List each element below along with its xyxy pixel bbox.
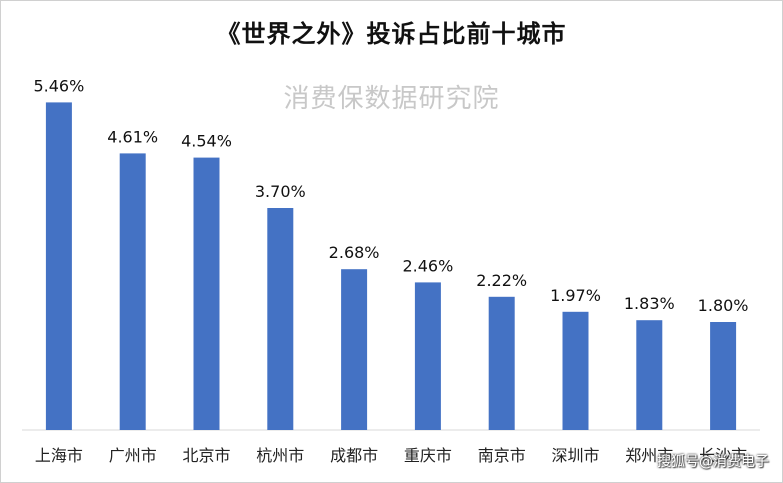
value-label-5: 2.68% xyxy=(329,243,380,262)
bar-9 xyxy=(636,320,663,430)
bar-5 xyxy=(341,269,368,430)
category-label-7: 南京市 xyxy=(478,446,526,465)
value-labels-group: 5.46% 4.61% 4.54% 3.70% 2.68% 2.46% 2.22% 1.97%… xyxy=(33,76,748,315)
value-label-6: 2.46% xyxy=(402,256,453,275)
category-label-8: 深圳市 xyxy=(551,446,599,465)
category-label-4: 杭州市 xyxy=(256,446,304,465)
category-label-9: 郑州市 xyxy=(625,446,673,465)
bars-group xyxy=(45,102,737,431)
bar-10 xyxy=(710,322,737,430)
category-label-6: 重庆市 xyxy=(404,446,452,465)
value-label-2: 4.61% xyxy=(107,127,158,146)
value-label-9: 1.83% xyxy=(624,294,675,313)
category-labels-group: 上海市 广州市 北京市 杭州市 成都市 重庆市 南京市 深圳市 郑州市 长沙市 xyxy=(35,446,747,465)
category-label-3: 北京市 xyxy=(182,446,230,465)
bar-4 xyxy=(267,208,294,430)
chart-title: 《世界之外》投诉占比前十城市 xyxy=(216,19,567,48)
value-label-10: 1.80% xyxy=(698,296,749,315)
bar-6 xyxy=(414,282,441,430)
bar-8 xyxy=(562,311,589,430)
value-label-7: 2.22% xyxy=(476,271,527,290)
bar-2 xyxy=(119,153,146,430)
watermark-text: 消费保数据研究院 xyxy=(283,84,500,114)
bar-3 xyxy=(193,157,220,430)
category-label-10: 长沙市 xyxy=(699,446,747,465)
value-label-3: 4.54% xyxy=(181,132,232,151)
value-label-1: 5.46% xyxy=(33,76,84,95)
bar-1 xyxy=(45,102,72,431)
category-label-2: 广州市 xyxy=(109,446,157,465)
bar-7 xyxy=(488,296,515,430)
value-label-4: 3.70% xyxy=(255,182,306,201)
corner-watermark: 搜狐号@消费电子 xyxy=(657,454,769,470)
category-label-1: 上海市 xyxy=(35,446,83,465)
category-label-5: 成都市 xyxy=(330,446,378,465)
value-label-8: 1.97% xyxy=(550,286,601,305)
